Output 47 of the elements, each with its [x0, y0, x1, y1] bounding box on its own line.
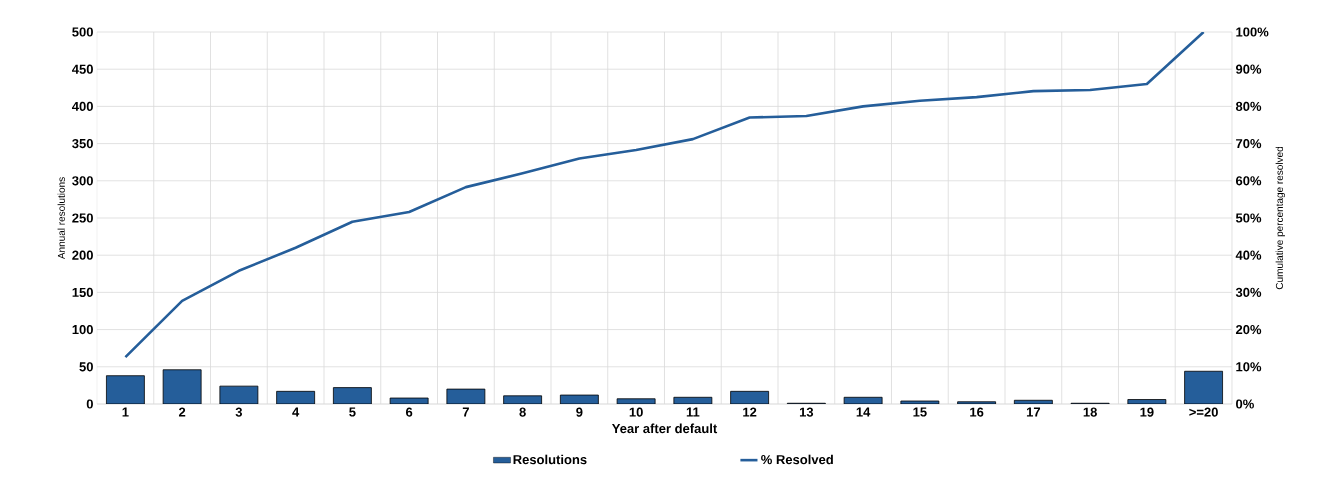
y-tick-label: 200 — [72, 250, 93, 260]
y2-tick-label: 40% — [1235, 250, 1262, 260]
y-tick-label: 450 — [71, 64, 93, 74]
x-tick-label: 9 — [576, 407, 583, 417]
y-tick-label: 400 — [71, 101, 93, 111]
x-tick-label: 11 — [686, 407, 700, 417]
x-tick-label: 8 — [519, 407, 526, 417]
x-tick-label: 6 — [405, 407, 413, 417]
x-tick-label: 15 — [913, 407, 927, 417]
y-tick-label: 250 — [72, 213, 93, 223]
x-axis-title: Year after default — [611, 423, 718, 434]
y2-tick-label: 90% — [1235, 64, 1262, 74]
y-tick-label: 0 — [86, 399, 93, 409]
x-tick-label: 16 — [970, 407, 984, 417]
x-tick-label: 1 — [122, 407, 129, 417]
y2-axis-title: Cumulative percentage resolved — [1275, 146, 1285, 290]
x-tick-label: 19 — [1140, 407, 1154, 417]
x-tick-label: 10 — [629, 407, 643, 417]
y-tick-label: 500 — [72, 27, 93, 37]
y-tick-label: 50 — [79, 362, 93, 372]
x-tick-label: 5 — [349, 407, 356, 417]
legend-label: Resolutions — [513, 454, 587, 465]
legend-label: % Resolved — [761, 454, 833, 465]
y2-tick-label: 10% — [1236, 362, 1262, 372]
x-tick-label: 17 — [1026, 407, 1041, 417]
y-tick-label: 150 — [72, 287, 93, 297]
x-tick-label: >=20 — [1189, 407, 1218, 417]
x-tick-label: 2 — [178, 407, 186, 417]
y-tick-label: 350 — [72, 138, 93, 149]
y-axis-title: Annual resolutions — [57, 177, 65, 260]
x-tick-label: 18 — [1083, 407, 1097, 417]
y2-tick-label: 20% — [1235, 324, 1262, 335]
x-tick-label: 3 — [235, 407, 243, 417]
y2-tick-label: 70% — [1236, 138, 1262, 149]
x-tick-label: 12 — [743, 407, 757, 417]
x-tick-label: 13 — [799, 407, 814, 417]
x-tick-label: 14 — [856, 407, 871, 417]
x-tick-label: 4 — [292, 407, 300, 417]
x-tick-label: 7 — [462, 407, 469, 417]
y2-tick-label: 80% — [1235, 101, 1262, 111]
y2-tick-label: 0% — [1236, 399, 1254, 409]
y-tick-label: 300 — [72, 176, 93, 186]
y2-tick-label: 30% — [1235, 287, 1262, 297]
y-tick-label: 100 — [72, 324, 93, 335]
y2-tick-label: 50% — [1235, 213, 1262, 223]
y2-tick-label: 60% — [1235, 176, 1262, 186]
y2-tick-label: 100% — [1236, 27, 1269, 37]
